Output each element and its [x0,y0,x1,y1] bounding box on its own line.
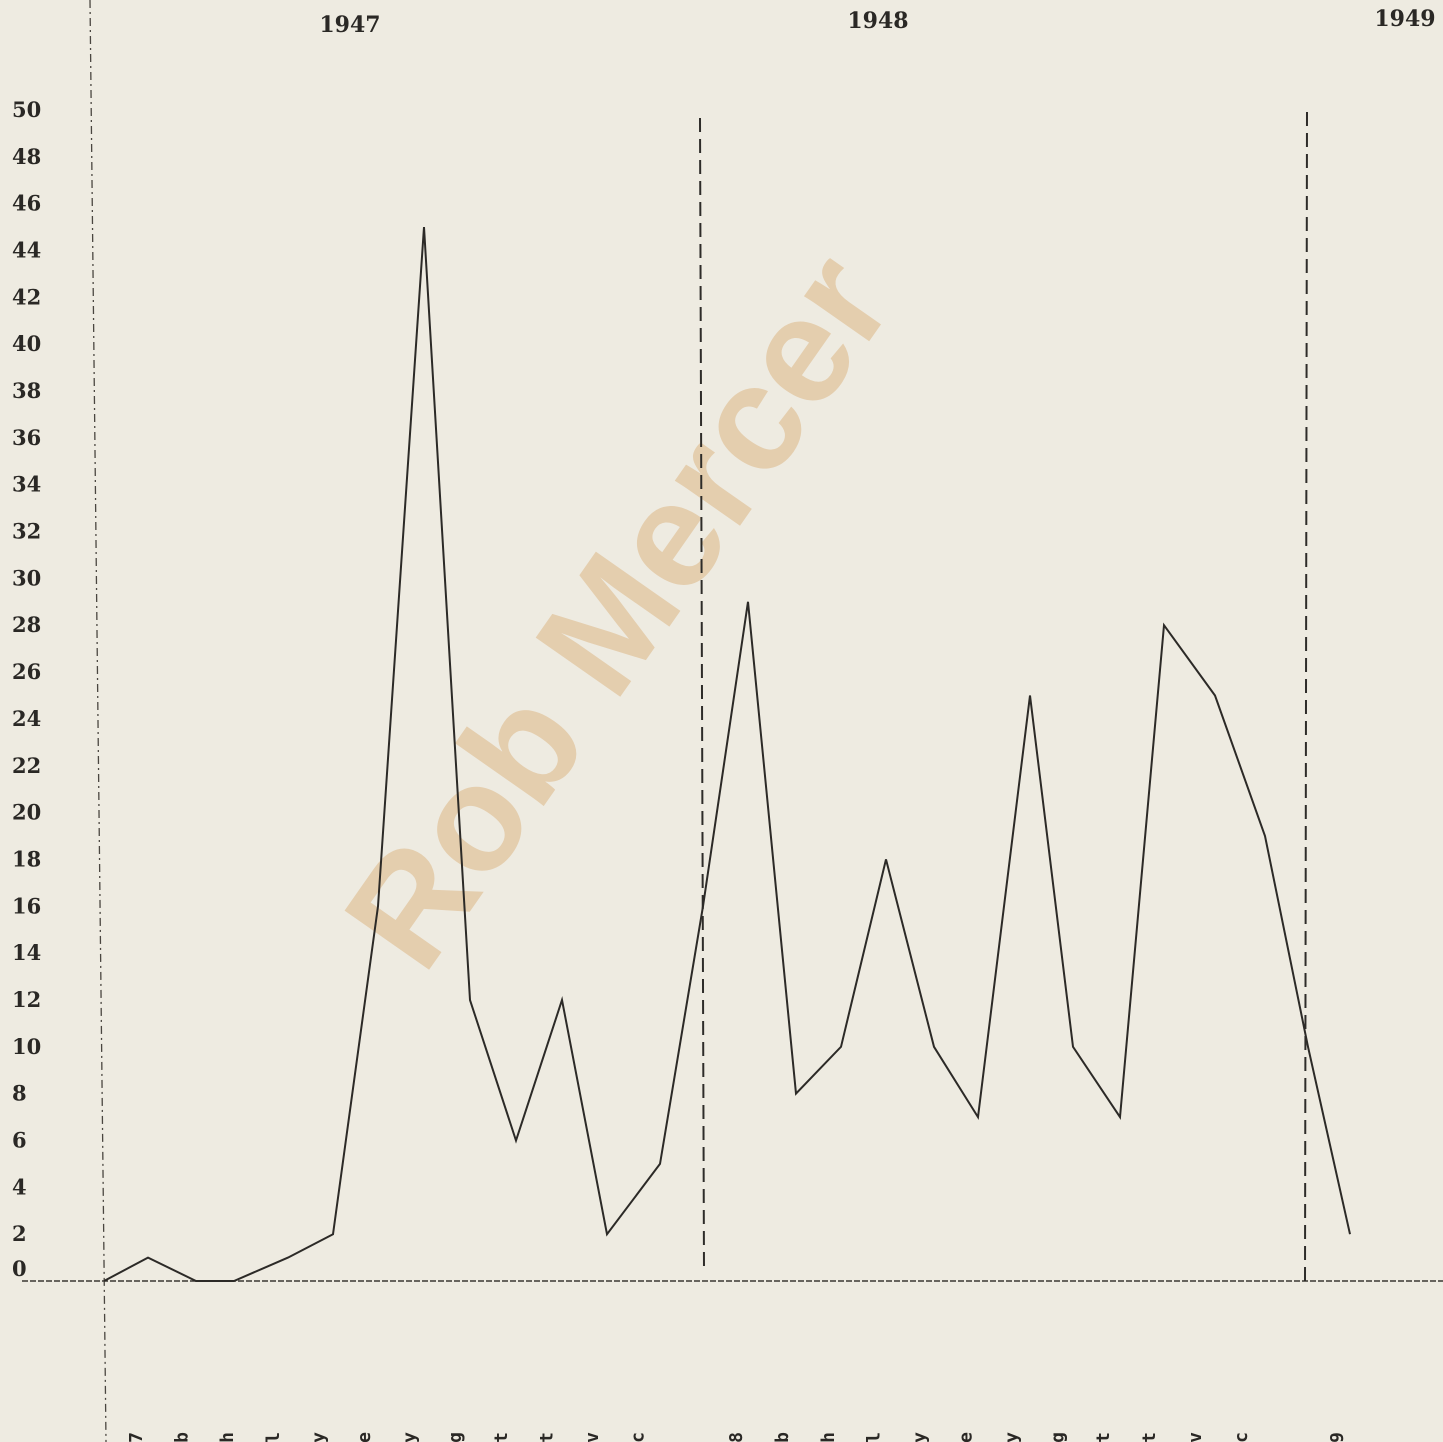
x-tick-label: Dec [1231,1432,1252,1442]
y-tick-label: 44 [12,238,41,263]
x-tick-label: July [1001,1432,1022,1442]
y-tick-label: 50 [12,97,41,122]
x-tick-label: Jan 49 [1327,1432,1348,1442]
y-axis-line [89,0,107,1442]
watermark: Rob Mercer [312,224,923,996]
x-tick-label: Nov [1185,1432,1206,1442]
y-tick-label: 24 [12,706,41,731]
x-tick-label: Sept [1093,1432,1114,1442]
x-tick-label: May [910,1432,931,1442]
y-tick-label: 34 [12,472,41,497]
year-label: 1949 [1374,6,1435,32]
x-tick-label: Feb [172,1432,193,1442]
x-tick-label: March [818,1432,839,1442]
x-tick-label: Aug [445,1432,466,1442]
y-tick-label: 36 [12,425,41,450]
x-tick-label: Jan 47 [126,1432,147,1442]
year-divider-1949 [1304,111,1308,1283]
y-tick-label: 38 [12,378,41,403]
x-tick-label: June [956,1432,977,1442]
x-axis-ticks: Jan 47 Feb March April May June July Aug Sept Oct… [126,1432,1348,1442]
x-tick-label: July [400,1432,421,1442]
y-tick-label: 14 [12,940,41,965]
y-tick-label: 2 [12,1221,27,1246]
y-tick-label: 46 [12,191,41,216]
y-tick-label: 4 [12,1174,27,1199]
y-tick-label: 32 [12,519,41,544]
x-tick-label: Jan 48 [726,1432,747,1442]
x-tick-label: May [308,1432,329,1442]
year-labels: 1947 1948 1949 [319,6,1435,38]
y-tick-label: 18 [12,846,41,871]
y-axis-ticks: 0246810121416182022242628303234363840424… [12,97,41,1281]
x-tick-label: June [354,1432,375,1442]
chart-axes [22,0,1443,1442]
y-tick-label: 48 [12,144,41,169]
x-tick-label: March [217,1432,238,1442]
x-tick-label: Sept [491,1432,512,1442]
y-tick-label: 10 [12,1034,41,1059]
x-tick-label: Nov [582,1432,603,1442]
x-tick-label: Dec [628,1432,649,1442]
x-tick-label: April [864,1432,885,1442]
y-tick-label: 16 [12,893,41,918]
watermark-text: Rob Mercer [312,224,923,996]
y-tick-label: 28 [12,612,41,637]
x-tick-label: April [263,1432,284,1442]
series-line [103,227,1351,1282]
y-tick-label: 22 [12,753,41,778]
x-tick-label: Aug [1047,1432,1068,1442]
year-divider-1948 [699,117,705,1273]
year-label: 1947 [319,12,380,38]
y-tick-label: 42 [12,284,41,309]
y-tick-label: 6 [12,1127,27,1152]
y-tick-label: 30 [12,565,41,590]
y-tick-label: 26 [12,659,41,684]
x-tick-label: Oct [536,1432,557,1442]
year-label: 1948 [847,8,908,34]
y-tick-label: 0 [12,1256,27,1281]
y-tick-label: 40 [12,331,41,356]
y-tick-label: 12 [12,987,41,1012]
y-tick-label: 20 [12,800,41,825]
series-lines [103,227,1351,1282]
x-tick-label: Oct [1139,1432,1160,1442]
y-tick-label: 8 [12,1081,27,1106]
x-tick-label: Feb [772,1432,793,1442]
